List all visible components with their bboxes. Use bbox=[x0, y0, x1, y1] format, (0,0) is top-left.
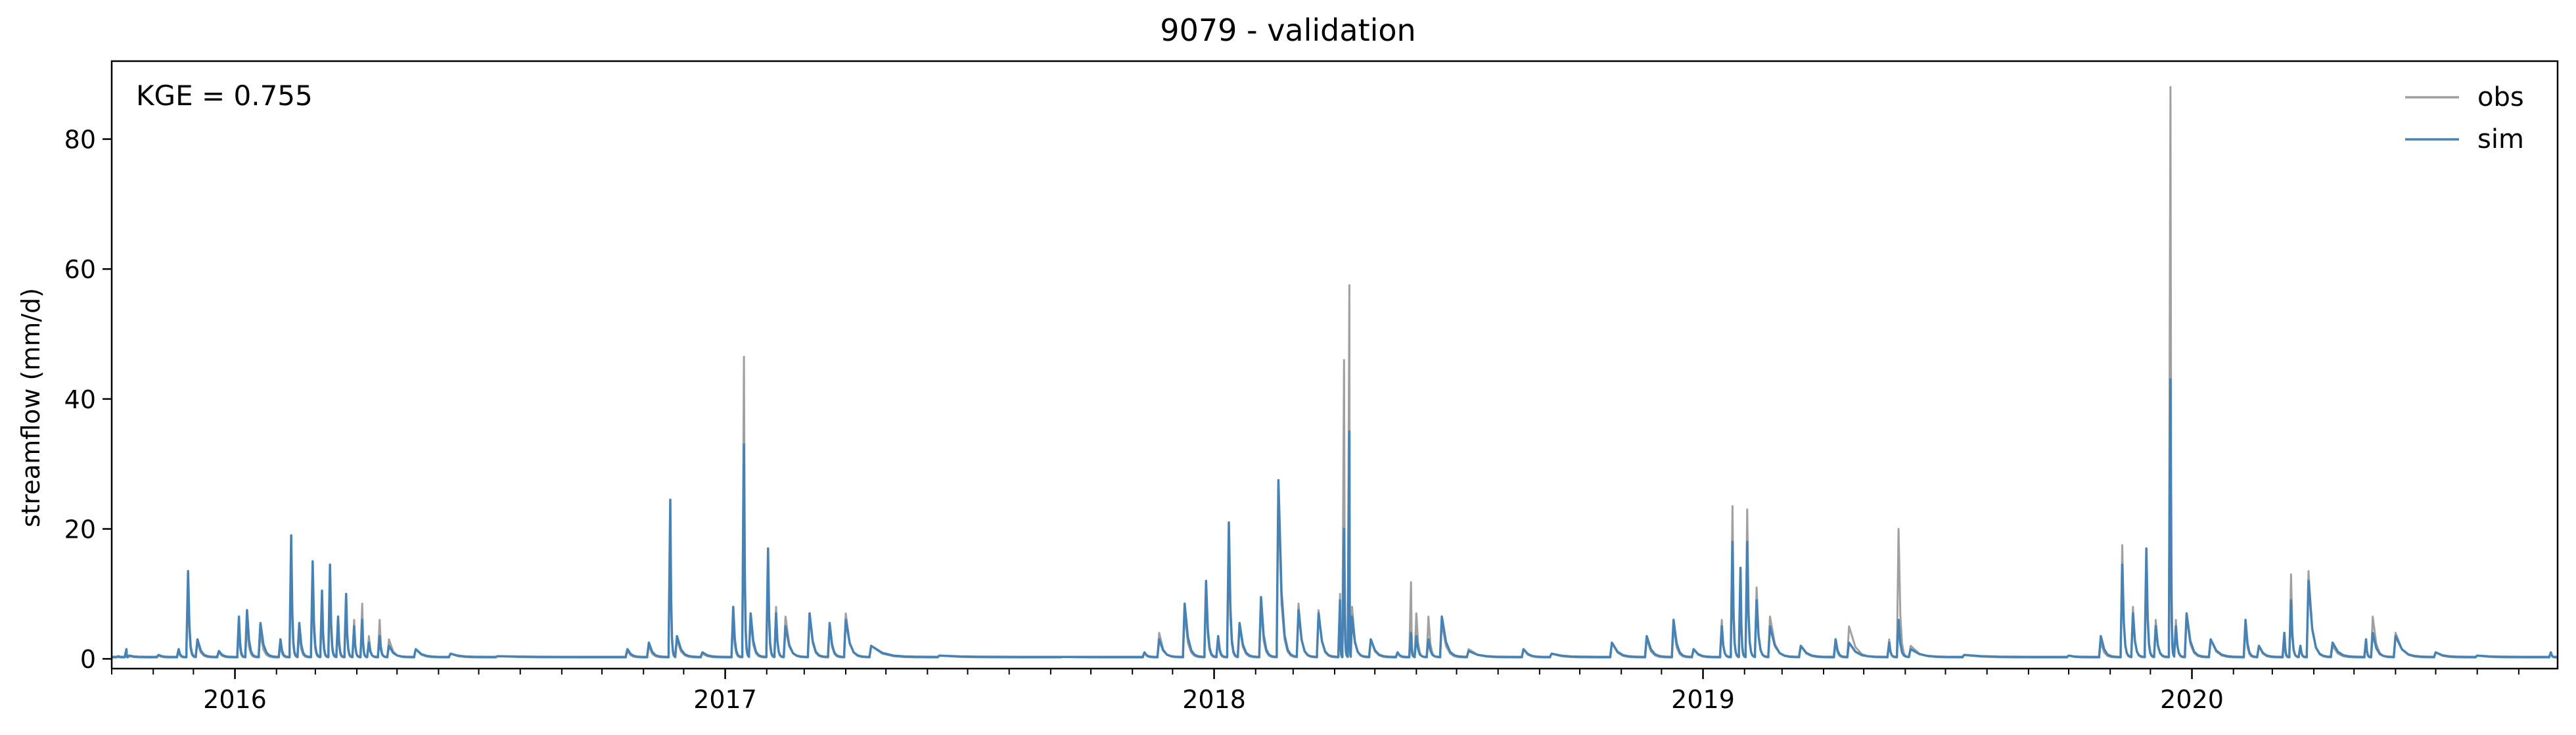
y-tick-label: 40 bbox=[64, 385, 96, 414]
y-axis-label: streamflow (mm/d) bbox=[16, 288, 45, 527]
y-axis: 0 20 40 60 80 bbox=[64, 126, 112, 674]
x-tick-label: 2019 bbox=[1671, 685, 1735, 714]
y-tick-label: 0 bbox=[80, 645, 96, 674]
series-layer bbox=[111, 86, 2558, 659]
y-tick-label: 80 bbox=[64, 126, 96, 154]
legend-label-sim: sim bbox=[2477, 124, 2524, 154]
x-tick-label: 2020 bbox=[2160, 685, 2224, 714]
legend: obs sim bbox=[2405, 82, 2524, 154]
legend-label-obs: obs bbox=[2477, 82, 2524, 112]
y-tick-label: 60 bbox=[64, 255, 96, 284]
chart-title: 9079 - validation bbox=[1160, 12, 1415, 48]
x-axis: 2016 2017 2018 2019 2020 bbox=[111, 669, 2519, 714]
y-tick-label: 20 bbox=[64, 515, 96, 544]
x-tick-label: 2017 bbox=[693, 685, 757, 714]
x-tick-label: 2018 bbox=[1182, 685, 1246, 714]
kge-annotation: KGE = 0.755 bbox=[136, 80, 313, 112]
series-line-sim bbox=[111, 378, 2558, 658]
x-tick-label: 2016 bbox=[203, 685, 267, 714]
